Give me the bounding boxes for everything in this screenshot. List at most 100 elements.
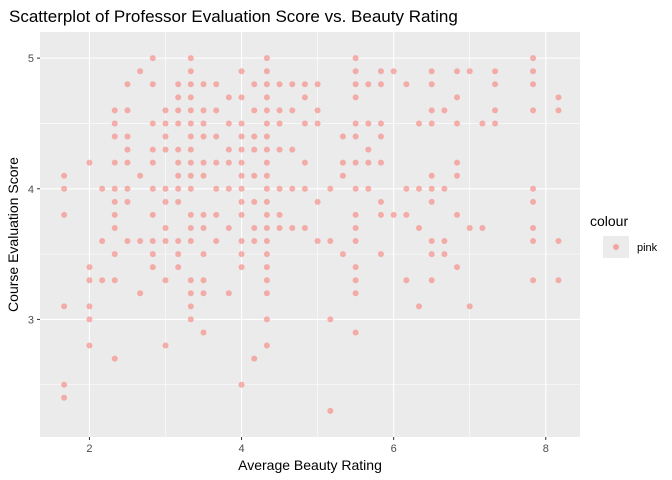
data-point: [238, 94, 245, 101]
data-point: [530, 277, 537, 284]
data-point: [238, 264, 245, 271]
data-point: [200, 107, 207, 114]
data-point: [175, 238, 182, 245]
data-point: [365, 81, 372, 88]
x-tick-label: 2: [86, 443, 92, 455]
data-point: [200, 81, 207, 88]
data-point: [238, 68, 245, 75]
data-point: [238, 198, 245, 205]
data-point: [149, 159, 156, 166]
data-point: [111, 133, 118, 140]
data-point: [187, 159, 194, 166]
data-point: [187, 68, 194, 75]
data-point: [124, 146, 131, 153]
data-point: [111, 211, 118, 218]
data-point: [263, 159, 270, 166]
data-point: [289, 185, 296, 192]
data-point: [86, 277, 93, 284]
data-point: [263, 342, 270, 349]
data-point: [492, 81, 499, 88]
data-point: [289, 146, 296, 153]
data-point: [276, 224, 283, 231]
data-point: [86, 316, 93, 323]
data-point: [99, 277, 106, 284]
data-point: [301, 81, 308, 88]
data-point: [352, 290, 359, 297]
y-tick-label: 4: [28, 184, 34, 196]
data-point: [162, 342, 169, 349]
data-point: [352, 211, 359, 218]
data-point: [428, 198, 435, 205]
data-point: [238, 159, 245, 166]
data-point: [187, 55, 194, 62]
data-point: [213, 211, 220, 218]
data-point: [454, 159, 461, 166]
data-point: [111, 185, 118, 192]
data-point: [187, 120, 194, 127]
data-point: [276, 120, 283, 127]
data-point: [175, 185, 182, 192]
data-point: [352, 224, 359, 231]
data-point: [162, 198, 169, 205]
data-point: [61, 185, 68, 192]
data-point: [555, 94, 562, 101]
x-axis-label: Average Beauty Rating: [238, 457, 382, 473]
x-tick-label: 4: [238, 443, 244, 455]
data-point: [428, 277, 435, 284]
data-point: [187, 185, 194, 192]
data-point: [251, 238, 258, 245]
data-point: [377, 120, 384, 127]
data-point: [428, 81, 435, 88]
data-point: [187, 290, 194, 297]
data-point: [352, 277, 359, 284]
data-point: [99, 238, 106, 245]
data-point: [86, 264, 93, 271]
data-point: [276, 185, 283, 192]
data-point: [263, 316, 270, 323]
data-point: [403, 81, 410, 88]
data-point: [454, 68, 461, 75]
data-point: [428, 172, 435, 179]
data-point: [530, 238, 537, 245]
data-point: [149, 251, 156, 258]
data-point: [428, 120, 435, 127]
data-point: [492, 107, 499, 114]
x-tick-label: 8: [543, 443, 549, 455]
data-point: [263, 198, 270, 205]
data-point: [377, 133, 384, 140]
data-point: [111, 198, 118, 205]
data-point: [200, 172, 207, 179]
data-point: [251, 133, 258, 140]
data-point: [149, 146, 156, 153]
data-point: [327, 238, 334, 245]
legend-label: pink: [637, 242, 658, 254]
data-point: [263, 94, 270, 101]
data-point: [289, 224, 296, 231]
data-point: [352, 185, 359, 192]
data-point: [377, 159, 384, 166]
data-point: [162, 224, 169, 231]
data-point: [263, 264, 270, 271]
data-point: [225, 120, 232, 127]
data-point: [530, 68, 537, 75]
data-point: [289, 81, 296, 88]
data-point: [86, 342, 93, 349]
data-point: [111, 277, 118, 284]
data-point: [225, 159, 232, 166]
data-point: [390, 68, 397, 75]
data-point: [200, 133, 207, 140]
data-point: [301, 224, 308, 231]
data-point: [301, 159, 308, 166]
legend-point: [613, 244, 619, 250]
data-point: [149, 211, 156, 218]
data-point: [377, 68, 384, 75]
data-point: [251, 107, 258, 114]
data-point: [263, 172, 270, 179]
data-point: [530, 107, 537, 114]
data-point: [263, 133, 270, 140]
data-point: [428, 238, 435, 245]
data-point: [263, 238, 270, 245]
data-point: [137, 172, 144, 179]
data-point: [327, 316, 334, 323]
data-point: [289, 107, 296, 114]
